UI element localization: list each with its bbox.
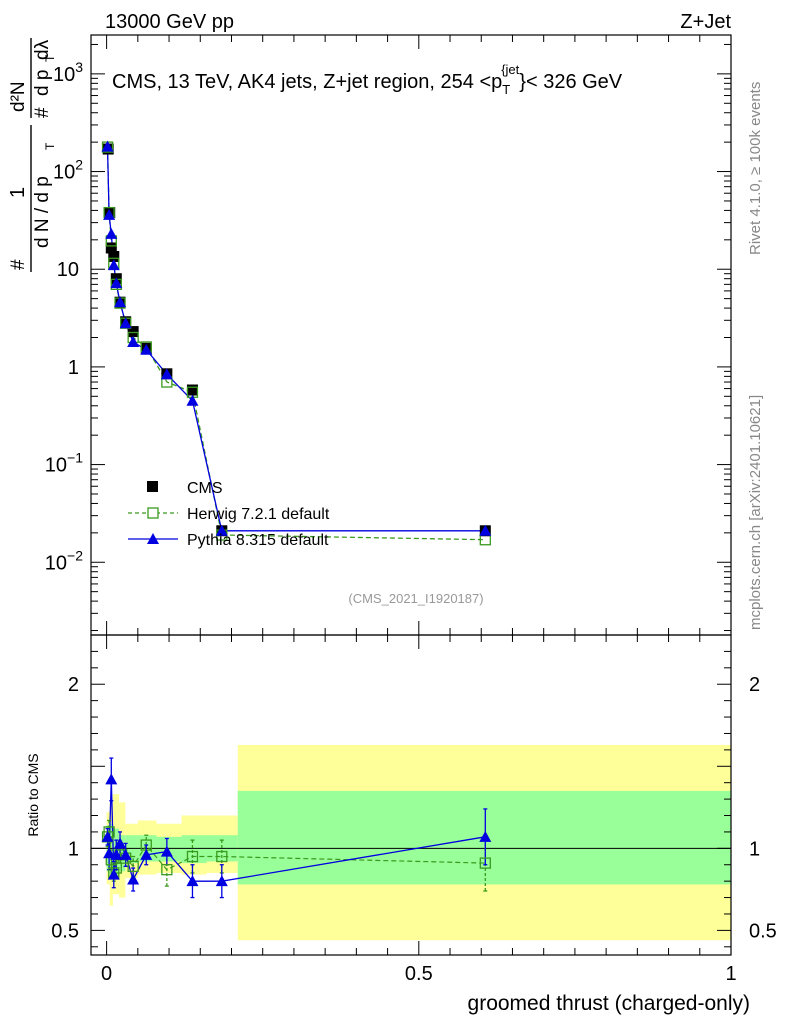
- ratio-y-label: Ratio to CMS: [25, 753, 41, 836]
- cms-point: [127, 326, 139, 338]
- y-tick-label: 10−1: [45, 450, 83, 477]
- pythia-ratio-point: [479, 830, 492, 842]
- ratio-y-tick-label: 2: [68, 674, 79, 696]
- ratio-y-tick-label: 0.5: [51, 920, 79, 942]
- main-panel: 10−2 10−1 1 10 102 103 CMS, 13 TeV, AK4 jets,…: [7, 34, 732, 636]
- cms-point: [186, 384, 198, 396]
- mcplots-label: mcplots.cern.ch [arXiv:2401.10621]: [747, 395, 764, 630]
- band-inner: [156, 836, 182, 862]
- legend-herwig-label: Herwig 7.2.1 default: [187, 506, 330, 523]
- pythia-point: [101, 140, 114, 152]
- ratio-frame: [90, 634, 732, 956]
- x-axis-label: groomed thrust (charged-only): [468, 992, 750, 1015]
- legend: CMS Herwig 7.2.1 default Pythia 8.315 de…: [128, 480, 330, 549]
- ylabel-dp: d p: [32, 70, 53, 96]
- legend-cms-marker: [147, 481, 158, 492]
- pythia-ratio-point: [114, 837, 127, 849]
- pythia-point: [479, 524, 492, 536]
- pythia-point: [127, 335, 140, 347]
- main-y-label: # 1 d N / d p T d²N # d p T dλ: [7, 38, 57, 272]
- pythia-ratio-point: [119, 848, 132, 860]
- x-tick-label: 1: [725, 963, 736, 985]
- legend-pythia-label: Pythia 8.315 default: [187, 532, 329, 549]
- legend-herwig-marker: [147, 507, 159, 519]
- legend-cms-label: CMS: [187, 480, 223, 497]
- ratio-panel: 0.5 0.5 1 1 2 2 0 0.5 1 Ratio to CMS groomed thr…: [25, 634, 777, 1015]
- x-tick-label: 0.5: [405, 963, 433, 985]
- pythia-ratio-point: [110, 848, 123, 860]
- herwig-ratio-point: [186, 850, 199, 863]
- band-inner: [109, 823, 113, 878]
- analysis-watermark: (CMS_2021_I1920187): [348, 591, 483, 606]
- y-tick-label: 1: [68, 357, 79, 379]
- x-tick-label: 0: [101, 963, 112, 985]
- pythia-point: [119, 317, 132, 329]
- ratio-y-tick-label-right: 2: [749, 674, 760, 696]
- pythia-ratio-point: [140, 848, 153, 860]
- y-tick-label: 10−2: [45, 547, 83, 574]
- pythia-point: [186, 394, 199, 406]
- title-sub: T: [502, 82, 510, 97]
- herwig-line: [106, 147, 486, 541]
- pythia-point: [107, 259, 120, 271]
- pythia-ratio-point: [103, 847, 116, 859]
- herwig-ratio-point: [110, 862, 122, 874]
- pythia-ratio-point: [215, 875, 228, 887]
- main-title: CMS, 13 TeV, AK4 jets, Z+jet region, 254…: [112, 62, 623, 97]
- pythia-ratio-point: [186, 875, 199, 887]
- y-tick-label: 103: [53, 59, 83, 86]
- ratio-axes: 0.5 0.5 1 1 2 2 0 0.5 1: [51, 634, 777, 985]
- herwig-ratio-point: [216, 850, 228, 863]
- ylabel-hash2: #: [32, 107, 53, 118]
- pythia-point: [110, 277, 123, 289]
- ratio-bands: [106, 744, 732, 941]
- header-right: Z+Jet: [680, 11, 731, 33]
- pythia-point: [160, 368, 173, 380]
- ylabel-one: 1: [7, 187, 29, 198]
- title-suffix: }< 326 GeV: [519, 71, 623, 93]
- y-tick-label: 10: [57, 259, 79, 281]
- pythia-point: [140, 343, 153, 355]
- header-left: 13000 GeV pp: [105, 11, 234, 33]
- herwig-ratio-point: [127, 860, 139, 873]
- pythia-ratio-point: [105, 773, 118, 785]
- main-marks: [101, 140, 492, 546]
- ylabel-hash1: #: [8, 259, 29, 270]
- cms-point: [105, 242, 117, 254]
- title-prefix: CMS, 13 TeV, AK4 jets, Z+jet region, 254…: [112, 71, 502, 93]
- pythia-ratio-point: [107, 868, 120, 880]
- pythia-ratio-point: [101, 830, 114, 842]
- ylabel-dlambda: dλ: [32, 39, 53, 60]
- pythia-line: [106, 146, 486, 532]
- herwig-ratio-point: [161, 864, 173, 876]
- ratio-marks: [101, 757, 492, 899]
- ylabel-T2: T: [43, 54, 57, 62]
- band-inner: [181, 835, 207, 864]
- cms-point: [108, 250, 120, 262]
- pythia-ratio-point: [160, 845, 173, 857]
- pythia-point: [114, 296, 127, 308]
- y-tick-label: 102: [53, 157, 83, 184]
- rivet-label: Rivet 4.1.0, ≥ 100k events: [747, 82, 764, 255]
- ratio-y-tick-label: 1: [68, 838, 79, 860]
- pythia-point: [215, 524, 228, 536]
- pythia-ratio-point: [127, 873, 140, 885]
- pythia-point: [105, 227, 118, 239]
- pythia-point: [103, 208, 116, 220]
- herwig-ratio-point: [479, 857, 491, 869]
- ylabel-T1: T: [43, 142, 57, 150]
- title-sup: {jet: [501, 62, 519, 77]
- legend-pythia-marker: [147, 533, 159, 544]
- main-y-axis: 10−2 10−1 1 10 102 103: [45, 35, 732, 635]
- ylabel-numerator: d²N: [8, 81, 29, 112]
- ylabel-denominator: d N / d p: [32, 176, 53, 248]
- ratio-y-tick-label-right: 1: [749, 838, 760, 860]
- ratio-y-tick-label-right: 0.5: [749, 920, 777, 942]
